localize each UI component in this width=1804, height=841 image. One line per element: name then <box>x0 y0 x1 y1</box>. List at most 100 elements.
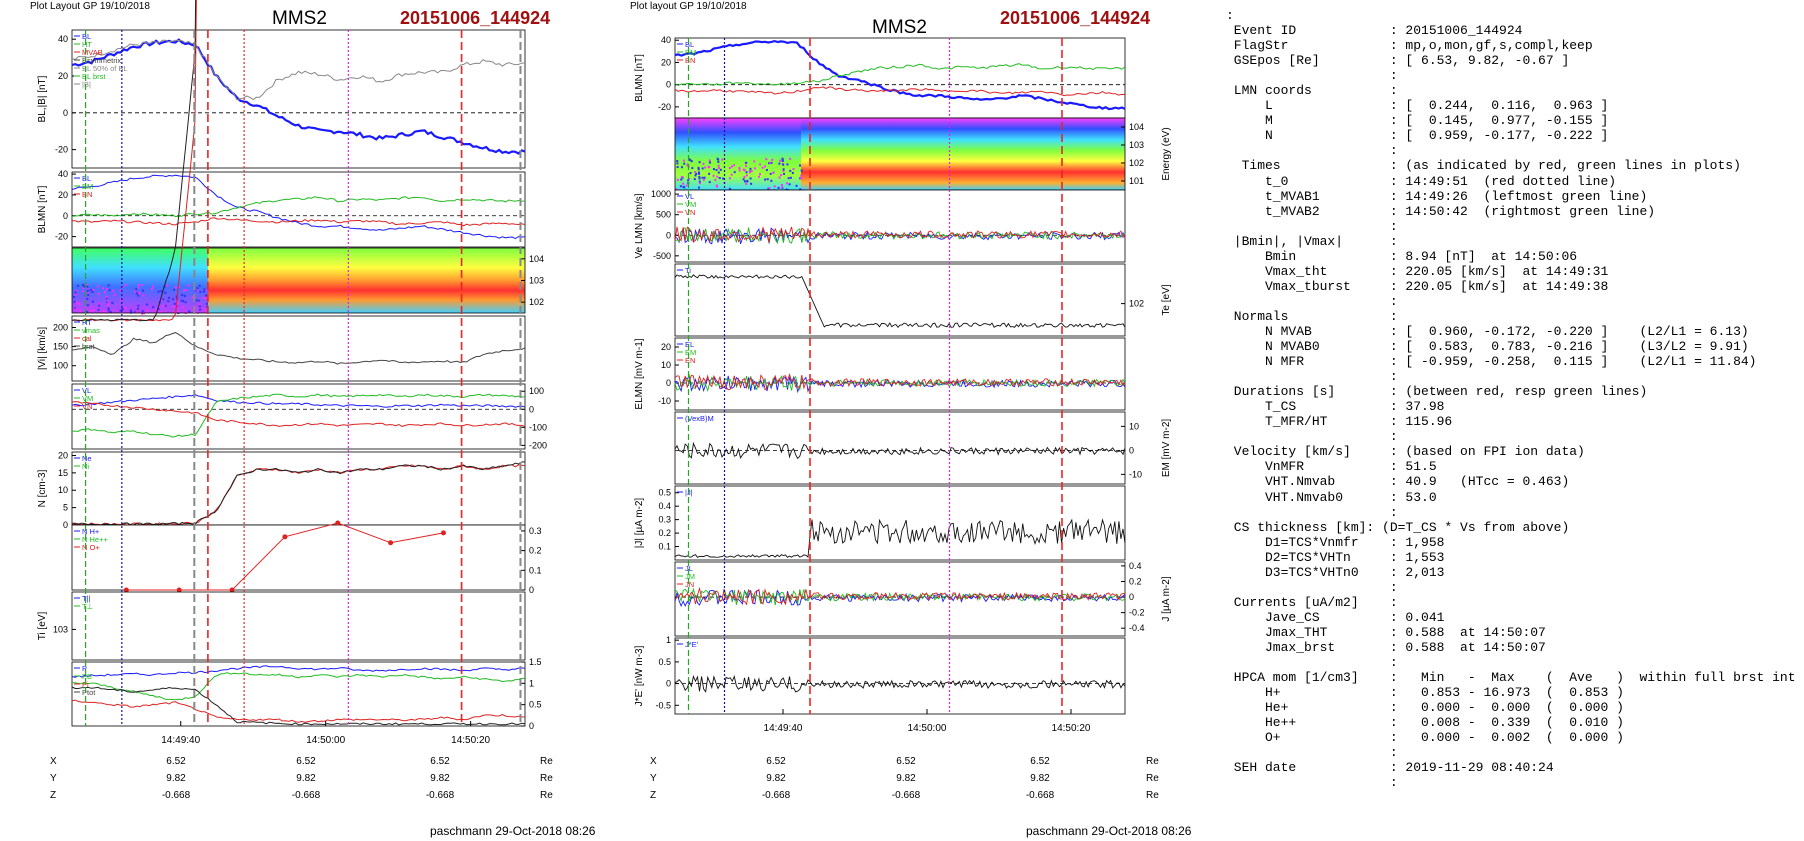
series-line <box>71 401 526 427</box>
summary-line: L : [ 0.244, 0.116, 0.963 ] <box>1226 98 1609 114</box>
series-line <box>71 699 526 723</box>
series-line <box>71 665 526 678</box>
tick-label: 1 <box>666 635 671 645</box>
summary-line: : <box>1226 218 1398 234</box>
legend-label: BL <box>82 32 91 41</box>
data-point <box>282 534 288 540</box>
coord-unit: Re <box>1146 756 1159 767</box>
tick-label: 15 <box>58 468 68 478</box>
summary-line: Bmin : 8.94 [nT] at 14:50:06 <box>1226 248 1578 264</box>
tick-label: 0 <box>63 520 68 530</box>
series-line <box>71 174 526 240</box>
summary-line: t_MVAB2 : 14:50:42 (rightmost green line… <box>1226 203 1656 219</box>
data-point <box>229 587 235 593</box>
tick-label: 0.4 <box>1129 561 1142 571</box>
coord-label: Y <box>650 773 657 784</box>
legend-label: cal <box>82 334 92 343</box>
axis-label: Ti [eV] <box>37 612 48 641</box>
legend-label: Ne <box>82 454 92 463</box>
tick-label: 0.5 <box>658 657 671 667</box>
legend-label: VN <box>82 402 92 411</box>
summary-line: : <box>1226 293 1398 309</box>
tick-label: -20 <box>55 232 68 242</box>
legend-label: BL <box>685 40 694 49</box>
tick-label: 40 <box>661 35 671 45</box>
summary-line: : <box>1226 579 1398 595</box>
coord-value: -0.668 <box>426 790 455 801</box>
tick-label: 20 <box>661 342 671 352</box>
axis-label: BLMN [nT] <box>634 54 645 102</box>
tick-label: 0 <box>666 80 671 90</box>
tick-label: 102 <box>529 297 544 307</box>
tick-label: 0.1 <box>658 542 671 552</box>
summary-line: Vmax_tburst : 220.05 [km/s] at 14:49:38 <box>1226 278 1609 294</box>
tick-label: 0 <box>529 721 534 731</box>
summary-line: VnMFR : 51.5 <box>1226 459 1437 475</box>
axis-label: |Vi| [km/s] <box>37 327 48 371</box>
summary-line: He+ : 0.000 - 0.000 ( 0.000 ) <box>1226 700 1624 716</box>
series-line <box>71 0 197 322</box>
tick-label: -20 <box>658 102 671 112</box>
axis-label: Te [eV] <box>1161 284 1172 315</box>
summary-line: T_MFR/HT : 115.96 <box>1226 414 1453 430</box>
summary-line: Jmax_THT : 0.588 at 14:50:07 <box>1226 624 1546 640</box>
panel-frame <box>674 337 1126 411</box>
tick-label: 1000 <box>651 189 671 199</box>
panel-6: 0.10.20.30.40.5|J||J| [µA m-2] <box>634 485 1126 561</box>
tick-label: 20 <box>58 450 68 460</box>
summary-line: D2=TCS*VHTn : 1,553 <box>1226 549 1445 565</box>
axis-label: Energy (eV) <box>1161 127 1172 180</box>
summary-line: N : [ 0.959, -0.177, -0.222 ] <box>1226 128 1609 144</box>
tick-label: 100 <box>529 386 544 396</box>
legend-label: BM <box>685 48 696 57</box>
middle-spacecraft-title: MMS2 <box>872 17 927 38</box>
tick-label: 1.5 <box>529 657 542 667</box>
summary-line: : <box>1226 8 1234 23</box>
axis-label: BLMN [nT] <box>37 185 48 233</box>
tick-label: 103 <box>1129 140 1144 150</box>
panel-frame <box>674 637 1126 715</box>
coord-unit: Re <box>1146 773 1159 784</box>
series-line <box>674 375 1126 394</box>
coord-value: -0.668 <box>1026 790 1055 801</box>
coord-value: 6.52 <box>430 756 450 767</box>
summary-line: t_MVAB1 : 14:49:26 (leftmost green line) <box>1226 188 1648 204</box>
summary-line: FlagStr : mp,o,mon,gf,s,compl,keep <box>1226 38 1593 54</box>
axis-label: BL,|B| [nT] <box>37 75 48 122</box>
tick-label: 0 <box>529 404 534 414</box>
panel-7: 103 T||T⊥ Ti [eV] <box>37 0 526 661</box>
summary-line: CS thickness [km]: (D=T_CS * Vs from abo… <box>1226 519 1570 535</box>
data-point <box>388 540 394 546</box>
time-tick-label: 14:50:00 <box>306 735 345 746</box>
tick-label: 5 <box>63 503 68 513</box>
tick-label: 102 <box>1129 299 1144 309</box>
legend-label: J*E' <box>685 640 699 649</box>
axis-label: N [cm-3] <box>37 469 48 507</box>
coord-value: -0.668 <box>162 790 191 801</box>
legend-label: PB <box>82 672 92 681</box>
series-line <box>674 441 1126 460</box>
summary-line: D1=TCS*Vnmfr : 1,958 <box>1226 534 1445 550</box>
legend-label: HT <box>82 318 92 327</box>
panel-frame <box>71 451 526 526</box>
summary-line: : <box>1226 143 1398 159</box>
coord-value: 9.82 <box>1030 773 1050 784</box>
tick-label: 103 <box>529 276 544 286</box>
coord-value: 6.52 <box>896 756 916 767</box>
tick-label: 0 <box>529 585 534 595</box>
tick-label: 150 <box>53 342 68 352</box>
tick-label: 20 <box>58 190 68 200</box>
panel-frame <box>71 315 526 382</box>
data-point <box>440 530 446 536</box>
data-point <box>176 587 182 593</box>
legend-label: vmas <box>82 326 100 335</box>
time-tick-label: 14:49:40 <box>161 735 200 746</box>
panel-5: -10 0 10 (VexB)M EM [mV m-2] <box>674 411 1172 485</box>
coord-value: 9.82 <box>296 773 316 784</box>
event-summary-text: : Event ID : 20151006_144924 FlagStr : m… <box>1226 8 1796 790</box>
tick-label: 0 <box>63 108 68 118</box>
